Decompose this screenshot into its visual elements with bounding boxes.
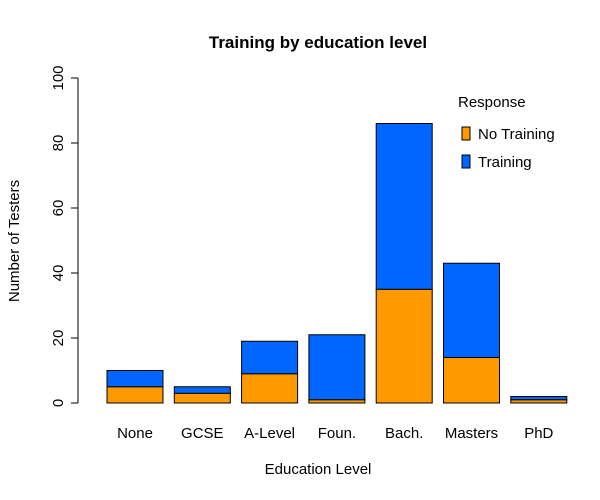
y-tick-label: 60	[50, 200, 67, 217]
legend: Response No Training Training	[458, 94, 555, 171]
legend-label-training: Training	[478, 154, 532, 171]
y-axis: 0 20 40 60 80 100	[50, 65, 79, 407]
legend-swatch-training	[461, 154, 471, 169]
bar-masters-training	[443, 262, 500, 358]
x-tick-label: GCSE	[181, 425, 224, 442]
x-axis-label: Education Level	[265, 461, 372, 478]
bar-none-no-training	[106, 386, 164, 404]
x-tick-label: PhD	[524, 425, 553, 442]
bar-none-training	[106, 370, 164, 388]
bar-gcse-training	[173, 386, 231, 394]
x-tick-label: None	[117, 425, 153, 442]
bar-bach-no-training	[375, 288, 433, 404]
bars-group	[106, 123, 568, 404]
y-tick-label: 40	[50, 265, 67, 282]
y-axis-label: Number of Testers	[6, 180, 23, 302]
y-tick-label: 20	[50, 330, 67, 347]
bar-foun-training	[308, 334, 366, 401]
bar-phd-training	[510, 396, 568, 401]
y-tick-label: 0	[50, 399, 67, 407]
x-tick-label: Foun.	[318, 425, 356, 442]
x-tick-label: Bach.	[385, 425, 423, 442]
y-tick-label: 80	[50, 135, 67, 152]
bar-masters-no-training	[443, 357, 500, 404]
chart-title: Training by education level	[209, 33, 427, 52]
y-tick-label: 100	[50, 65, 67, 90]
bar-bach-training	[375, 123, 433, 290]
bar-a-level-no-training	[241, 373, 299, 404]
legend-swatch-no-training	[461, 126, 471, 141]
legend-title: Response	[458, 94, 526, 111]
x-tick-labels: None GCSE A-Level Foun. Bach. Masters PhD	[117, 425, 553, 442]
bar-gcse-no-training	[173, 392, 231, 404]
x-tick-label: Masters	[445, 425, 498, 442]
bar-a-level-training	[241, 340, 299, 375]
x-tick-label: A-Level	[244, 425, 295, 442]
legend-label-no-training: No Training	[478, 126, 555, 143]
